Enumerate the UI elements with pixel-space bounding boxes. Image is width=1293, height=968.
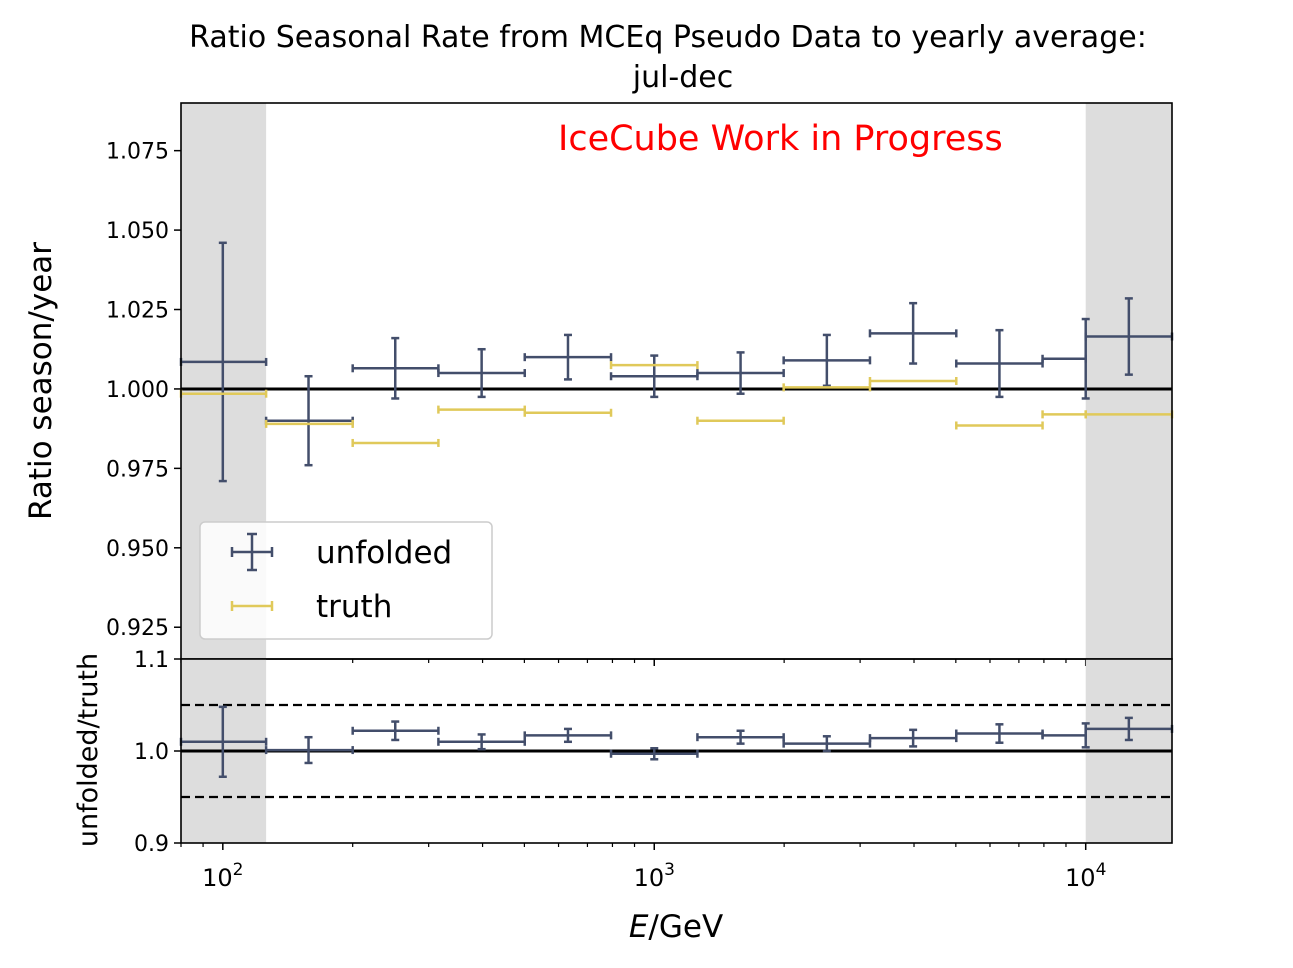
main-y-tick-label-5: 1.050: [106, 219, 169, 244]
ratio-unfolded-truth-point-4: [523, 727, 613, 744]
main-unfolded-point-7: [782, 333, 872, 388]
main-y-tick-label-1: 0.950: [106, 537, 169, 562]
main-panel: 0.925 0.950 0.975 1.000 1.025 1.050 1.075: [106, 102, 1174, 666]
main-y-tick-label-6: 1.075: [106, 140, 169, 165]
x-tick-label-0: 102: [202, 860, 243, 892]
main-unfolded-point-3: [437, 347, 527, 399]
legend-marker-unfolded: [230, 532, 274, 572]
main-truth-point-6: [696, 416, 785, 425]
main-unfolded-point-9: [955, 328, 1044, 399]
main-truth-point-9: [955, 421, 1044, 430]
main-y-tick-label-0: 0.925: [106, 616, 169, 641]
ratio-y-tick-label-1: 1.0: [134, 740, 169, 765]
ratio-unfolded-truth-point-6: [696, 729, 785, 745]
ratio-unfolded-truth-point-2: [351, 720, 440, 742]
ratio-y-axis-label: unfolded/truth: [73, 653, 104, 847]
ratio-unfolded-truth-point-7: [782, 735, 872, 753]
legend-marker-truth: [230, 601, 274, 611]
main-truth-point-1: [264, 419, 354, 428]
ratio-panel: 0.9 1.0 1.1 102 103 104: [134, 648, 1174, 892]
main-unfolded-point-4: [523, 333, 613, 381]
main-unfolded-point-0: [179, 241, 268, 483]
x-tick-label-2: 104: [1065, 860, 1106, 892]
main-unfolded-point-8: [868, 301, 958, 365]
main-truth-point-10: [1041, 410, 1087, 419]
main-unfolded-point-5: [609, 354, 699, 399]
main-truth-point-3: [437, 405, 527, 414]
main-unfolded-point-11: [1084, 297, 1174, 376]
legend: unfolded truth: [199, 521, 493, 640]
ratio-unfolded-truth-point-1: [264, 735, 354, 765]
main-unfolded-point-10: [1041, 317, 1090, 400]
ratio-unfolded-truth-point-3: [437, 733, 527, 751]
legend-label-truth: truth: [316, 589, 392, 625]
main-truth-point-4: [523, 408, 613, 417]
legend-label-unfolded: unfolded: [316, 535, 452, 571]
main-y-axis-label: Ratio season/year: [23, 242, 59, 520]
ratio-frame: [180, 658, 1173, 844]
main-y-tick-label-2: 0.975: [106, 457, 169, 482]
main-truth-point-5: [609, 361, 699, 370]
ratio-unfolded-truth-point-5: [609, 746, 699, 761]
chart-subtitle: jul-dec: [632, 60, 734, 95]
x-tick-label-1: 103: [634, 860, 675, 892]
chart-title: Ratio Seasonal Rate from MCEq Pseudo Dat…: [189, 20, 1147, 55]
main-unfolded-point-6: [696, 351, 785, 395]
work-in-progress-label: IceCube Work in Progress: [558, 119, 1003, 159]
ratio-y-tick-label-2: 1.1: [134, 648, 169, 673]
main-y-tick-label-4: 1.025: [106, 299, 169, 324]
main-truth-point-8: [868, 377, 958, 385]
x-axis-label: E/GeV: [629, 909, 723, 945]
main-truth-point-2: [351, 438, 440, 447]
ratio-y-tick-label-0: 0.9: [134, 832, 169, 857]
ratio-unfolded-truth-point-9: [955, 723, 1044, 744]
ratio-unfolded-truth-point-10: [1041, 722, 1090, 749]
main-shaded-region-1: [1085, 103, 1172, 659]
main-y-tick-label-3: 1.000: [106, 378, 169, 403]
ratio-unfolded-truth-point-8: [868, 728, 958, 748]
